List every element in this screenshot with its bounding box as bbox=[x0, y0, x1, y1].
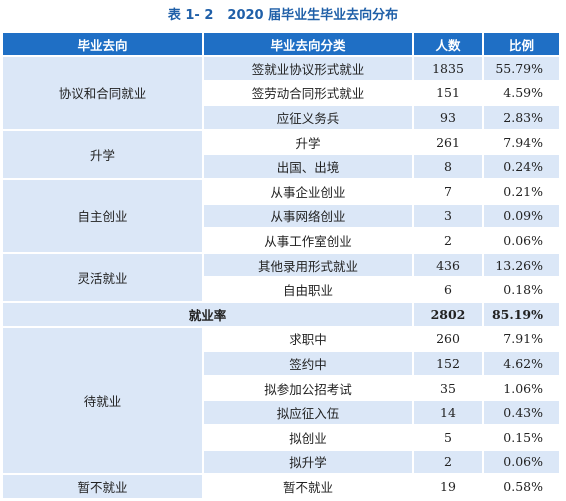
category-cell: 自主创业 bbox=[3, 179, 204, 254]
table-row: 拟应征入伍 14 0.43% bbox=[3, 401, 561, 426]
header-row: 毕业去向 毕业去向分类 人数 比例 bbox=[3, 33, 561, 57]
count-cell: 1835 bbox=[414, 57, 484, 82]
subcategory-cell: 签约中 bbox=[204, 352, 414, 377]
table-row: 自主创业 从事企业创业 7 0.21% bbox=[3, 179, 561, 254]
table-row: 应征义务兵 93 2.83% bbox=[3, 106, 561, 131]
subcategory-cell: 从事工作室创业 bbox=[204, 229, 414, 254]
header-destination: 毕业去向 bbox=[3, 33, 204, 57]
ratio-cell: 0.24% bbox=[484, 155, 561, 180]
table-row: 拟参加公招考试 35 1.06% bbox=[3, 376, 561, 402]
table-row: 签劳动合同形式就业 151 4.59% bbox=[3, 81, 561, 107]
employment-rate-count: 2802 bbox=[414, 302, 484, 328]
count-cell: 5 bbox=[414, 425, 484, 451]
table-caption: 表 1- 2 2020 届毕业生毕业去向分布 bbox=[0, 4, 566, 28]
category-cell: 待就业 bbox=[3, 327, 204, 476]
count-cell: 152 bbox=[414, 352, 484, 377]
count-cell: 8 bbox=[414, 155, 484, 180]
count-cell: 2 bbox=[414, 229, 484, 254]
table-row: 灵活就业 其他录用形式就业 436 13.26% bbox=[3, 253, 561, 303]
subcategory-cell: 求职中 bbox=[204, 327, 414, 353]
ratio-cell: 0.06% bbox=[484, 450, 561, 476]
category-cell: 灵活就业 bbox=[3, 253, 204, 303]
ratio-cell: 0.58% bbox=[484, 475, 561, 500]
ratio-cell: 7.91% bbox=[484, 327, 561, 353]
subcategory-cell: 自由职业 bbox=[204, 278, 414, 303]
count-cell: 3 bbox=[414, 204, 484, 230]
table-row: 拟升学 2 0.06% bbox=[3, 450, 561, 476]
subcategory-cell: 拟创业 bbox=[204, 425, 414, 451]
count-cell: 35 bbox=[414, 376, 484, 402]
ratio-cell: 55.79% bbox=[484, 57, 561, 82]
table-row: 协议和合同就业 签就业协议形式就业 1835 55.79% bbox=[3, 57, 561, 131]
count-cell: 2 bbox=[414, 450, 484, 476]
subcategory-cell: 拟应征入伍 bbox=[204, 401, 414, 426]
employment-rate-row: 就业率 2802 85.19% bbox=[3, 302, 561, 328]
employment-rate-ratio: 85.19% bbox=[484, 302, 561, 328]
subcategory-cell: 暂不就业 bbox=[204, 475, 414, 500]
table-row: 从事工作室创业 2 0.06% bbox=[3, 229, 561, 254]
count-cell: 7 bbox=[414, 179, 484, 205]
subcategory-cell: 签劳动合同形式就业 bbox=[204, 81, 414, 107]
ratio-cell: 0.18% bbox=[484, 278, 561, 303]
employment-rate-label: 就业率 bbox=[3, 302, 414, 328]
header-ratio: 比例 bbox=[484, 33, 561, 57]
graduate-destination-table: 毕业去向 毕业去向分类 人数 比例 协议和合同就业 签就业协议形式就业 1835… bbox=[3, 33, 561, 500]
ratio-cell: 13.26% bbox=[484, 253, 561, 279]
ratio-cell: 0.15% bbox=[484, 425, 561, 451]
ratio-cell: 0.43% bbox=[484, 401, 561, 426]
ratio-cell: 4.62% bbox=[484, 352, 561, 377]
table-number: 表 1- 2 bbox=[167, 8, 214, 23]
table-row: 升学 升学 261 7.94% bbox=[3, 130, 561, 180]
table-row: 拟创业 5 0.15% bbox=[3, 425, 561, 451]
count-cell: 6 bbox=[414, 278, 484, 303]
count-cell: 14 bbox=[414, 401, 484, 426]
ratio-cell: 0.06% bbox=[484, 229, 561, 254]
count-cell: 260 bbox=[414, 327, 484, 353]
count-cell: 436 bbox=[414, 253, 484, 279]
category-cell: 暂不就业 bbox=[3, 475, 204, 500]
subcategory-cell: 签就业协议形式就业 bbox=[204, 57, 414, 82]
table-row: 签约中 152 4.62% bbox=[3, 352, 561, 377]
table-title: 2020 届毕业生毕业去向分布 bbox=[227, 8, 399, 23]
subcategory-cell: 拟升学 bbox=[204, 450, 414, 476]
count-cell: 19 bbox=[414, 475, 484, 500]
category-cell: 升学 bbox=[3, 130, 204, 180]
table-row: 自由职业 6 0.18% bbox=[3, 278, 561, 303]
table-row: 从事网络创业 3 0.09% bbox=[3, 204, 561, 230]
header-destination-type: 毕业去向分类 bbox=[204, 33, 414, 57]
count-cell: 261 bbox=[414, 130, 484, 156]
subcategory-cell: 从事企业创业 bbox=[204, 179, 414, 205]
table-row: 暂不就业 暂不就业 19 0.58% bbox=[3, 475, 561, 500]
ratio-cell: 7.94% bbox=[484, 130, 561, 156]
table-row: 待就业 求职中 260 7.91% bbox=[3, 327, 561, 476]
header-count: 人数 bbox=[414, 33, 484, 57]
ratio-cell: 1.06% bbox=[484, 376, 561, 402]
subcategory-cell: 拟参加公招考试 bbox=[204, 376, 414, 402]
subcategory-cell: 从事网络创业 bbox=[204, 204, 414, 230]
count-cell: 151 bbox=[414, 81, 484, 107]
ratio-cell: 4.59% bbox=[484, 81, 561, 107]
subcategory-cell: 升学 bbox=[204, 130, 414, 156]
table-row: 出国、出境 8 0.24% bbox=[3, 155, 561, 180]
count-cell: 93 bbox=[414, 106, 484, 131]
subcategory-cell: 应征义务兵 bbox=[204, 106, 414, 131]
ratio-cell: 0.21% bbox=[484, 179, 561, 205]
category-cell: 协议和合同就业 bbox=[3, 57, 204, 131]
ratio-cell: 0.09% bbox=[484, 204, 561, 230]
subcategory-cell: 其他录用形式就业 bbox=[204, 253, 414, 279]
subcategory-cell: 出国、出境 bbox=[204, 155, 414, 180]
ratio-cell: 2.83% bbox=[484, 106, 561, 131]
